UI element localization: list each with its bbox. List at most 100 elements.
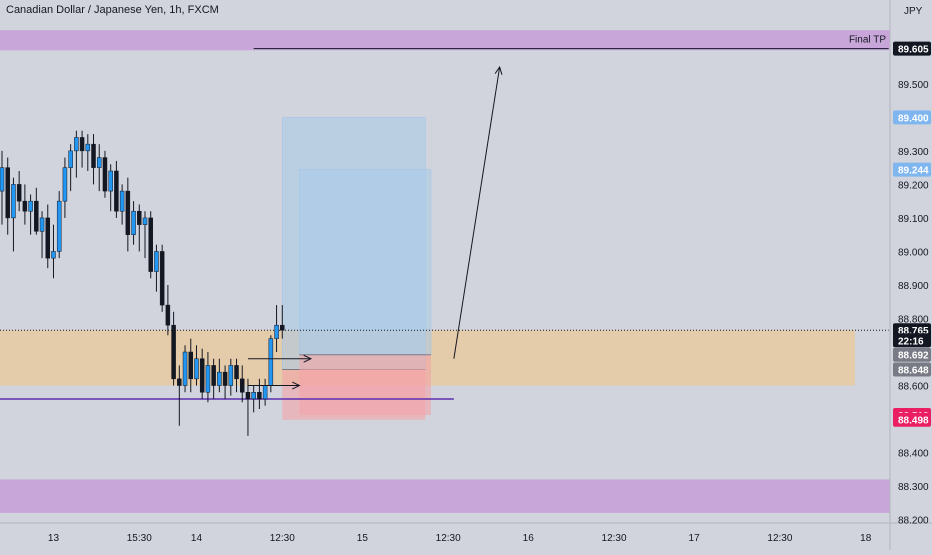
candle-body [280,324,285,331]
entry-arrow-1-head [303,354,313,363]
candle-body [251,392,256,400]
candle-body [34,200,39,232]
price-label: 88.498 [898,416,929,427]
candle-body [0,167,5,192]
candle-body [268,338,274,386]
projection-arrow-head [494,65,503,75]
candle-body [222,371,228,386]
candle-body [154,251,159,272]
candle-body [125,190,131,235]
x-tick-label: 13 [48,533,60,544]
candle-body [91,143,96,168]
candle-body [234,365,239,380]
candle-body [171,324,176,380]
x-tick-label: 15 [357,533,369,544]
price-label: 88.692 [898,351,929,362]
candle-body [28,200,33,212]
candle-body [217,371,222,386]
price-label-tag [893,362,931,377]
price-axis [890,0,932,550]
candle-body [142,217,148,225]
candle-body [211,365,216,386]
candle-body [159,251,165,306]
bottom-support-zone[interactable] [0,479,890,513]
candle-body [228,365,234,386]
price-label-tag [893,347,931,362]
y-tick-label: 88.900 [898,281,929,292]
position-2-stop-zone[interactable] [299,354,431,416]
candle-body [22,200,28,212]
entry-arrow-2-head [292,381,301,390]
price-label-tag [893,41,931,56]
x-tick-label: 12:30 [270,533,295,544]
price-label-tag [893,412,931,427]
candle-body [148,217,153,272]
candle-body [16,184,22,202]
candle-body [205,365,211,393]
candle-body [182,351,188,386]
y-tick-label: 88.300 [898,482,929,493]
candle-body [194,358,199,380]
candle-body [177,378,182,386]
candle-body [165,304,171,326]
candle-body [11,184,16,219]
y-tick-label: 89.300 [898,147,929,158]
x-tick-label: 12:30 [767,533,792,544]
price-label: 89.244 [898,166,929,177]
candle-body [274,324,279,339]
x-tick-label: 14 [191,533,203,544]
candle-body [85,143,91,152]
candle-body [137,210,142,225]
price-label: 22:16 [898,336,924,347]
price-label: 89.400 [898,113,929,124]
candle-body [62,167,68,202]
y-tick-label: 88.800 [898,314,929,325]
symbol-title[interactable]: Canadian Dollar / Japanese Yen, 1h, FXCM [6,4,219,16]
position-2-target-zone[interactable] [299,169,432,355]
price-label-tag [893,162,931,177]
candle-body [39,217,45,232]
price-label-tag [893,110,931,125]
candle-body [79,137,85,152]
candle-body [108,170,113,192]
x-tick-label: 12:30 [436,533,461,544]
y-tick-label: 88.200 [898,516,929,527]
y-tick-label: 89.100 [898,214,929,225]
top-resistance-zone[interactable] [0,30,890,51]
final-tp-label: Final TP [849,35,886,46]
y-tick-label: 89.200 [898,180,929,191]
price-label-tag [893,333,931,348]
candle-body [74,137,79,152]
candle-body [102,157,108,192]
candle-body [51,251,56,259]
candle-body [68,150,73,168]
candle-body [45,217,51,259]
candle-body [119,190,125,212]
x-tick-label: 16 [523,533,535,544]
y-tick-label: 88.600 [898,382,929,393]
candle-body [199,358,205,393]
price-label: 88.765 [898,326,929,337]
currency-badge: JPY [904,6,923,17]
candle-body [257,392,262,400]
candle-body [262,385,268,400]
candle-body [5,167,10,219]
x-tick-label: 12:30 [602,533,627,544]
candle-body [239,378,245,393]
x-tick-label: 17 [689,533,701,544]
price-label: 88.648 [898,365,929,376]
candle-body [56,200,62,252]
candle-body [114,170,119,212]
y-tick-label: 88.400 [898,449,929,460]
price-label: 89.605 [898,45,929,56]
candle-body [188,351,194,380]
candle-body [96,157,102,168]
x-tick-label: 18 [860,533,872,544]
projection-arrow[interactable] [453,66,501,359]
candle-body [131,210,136,235]
candle-body [245,392,251,400]
y-tick-label: 89.000 [898,247,929,258]
x-tick-label: 15:30 [127,533,152,544]
